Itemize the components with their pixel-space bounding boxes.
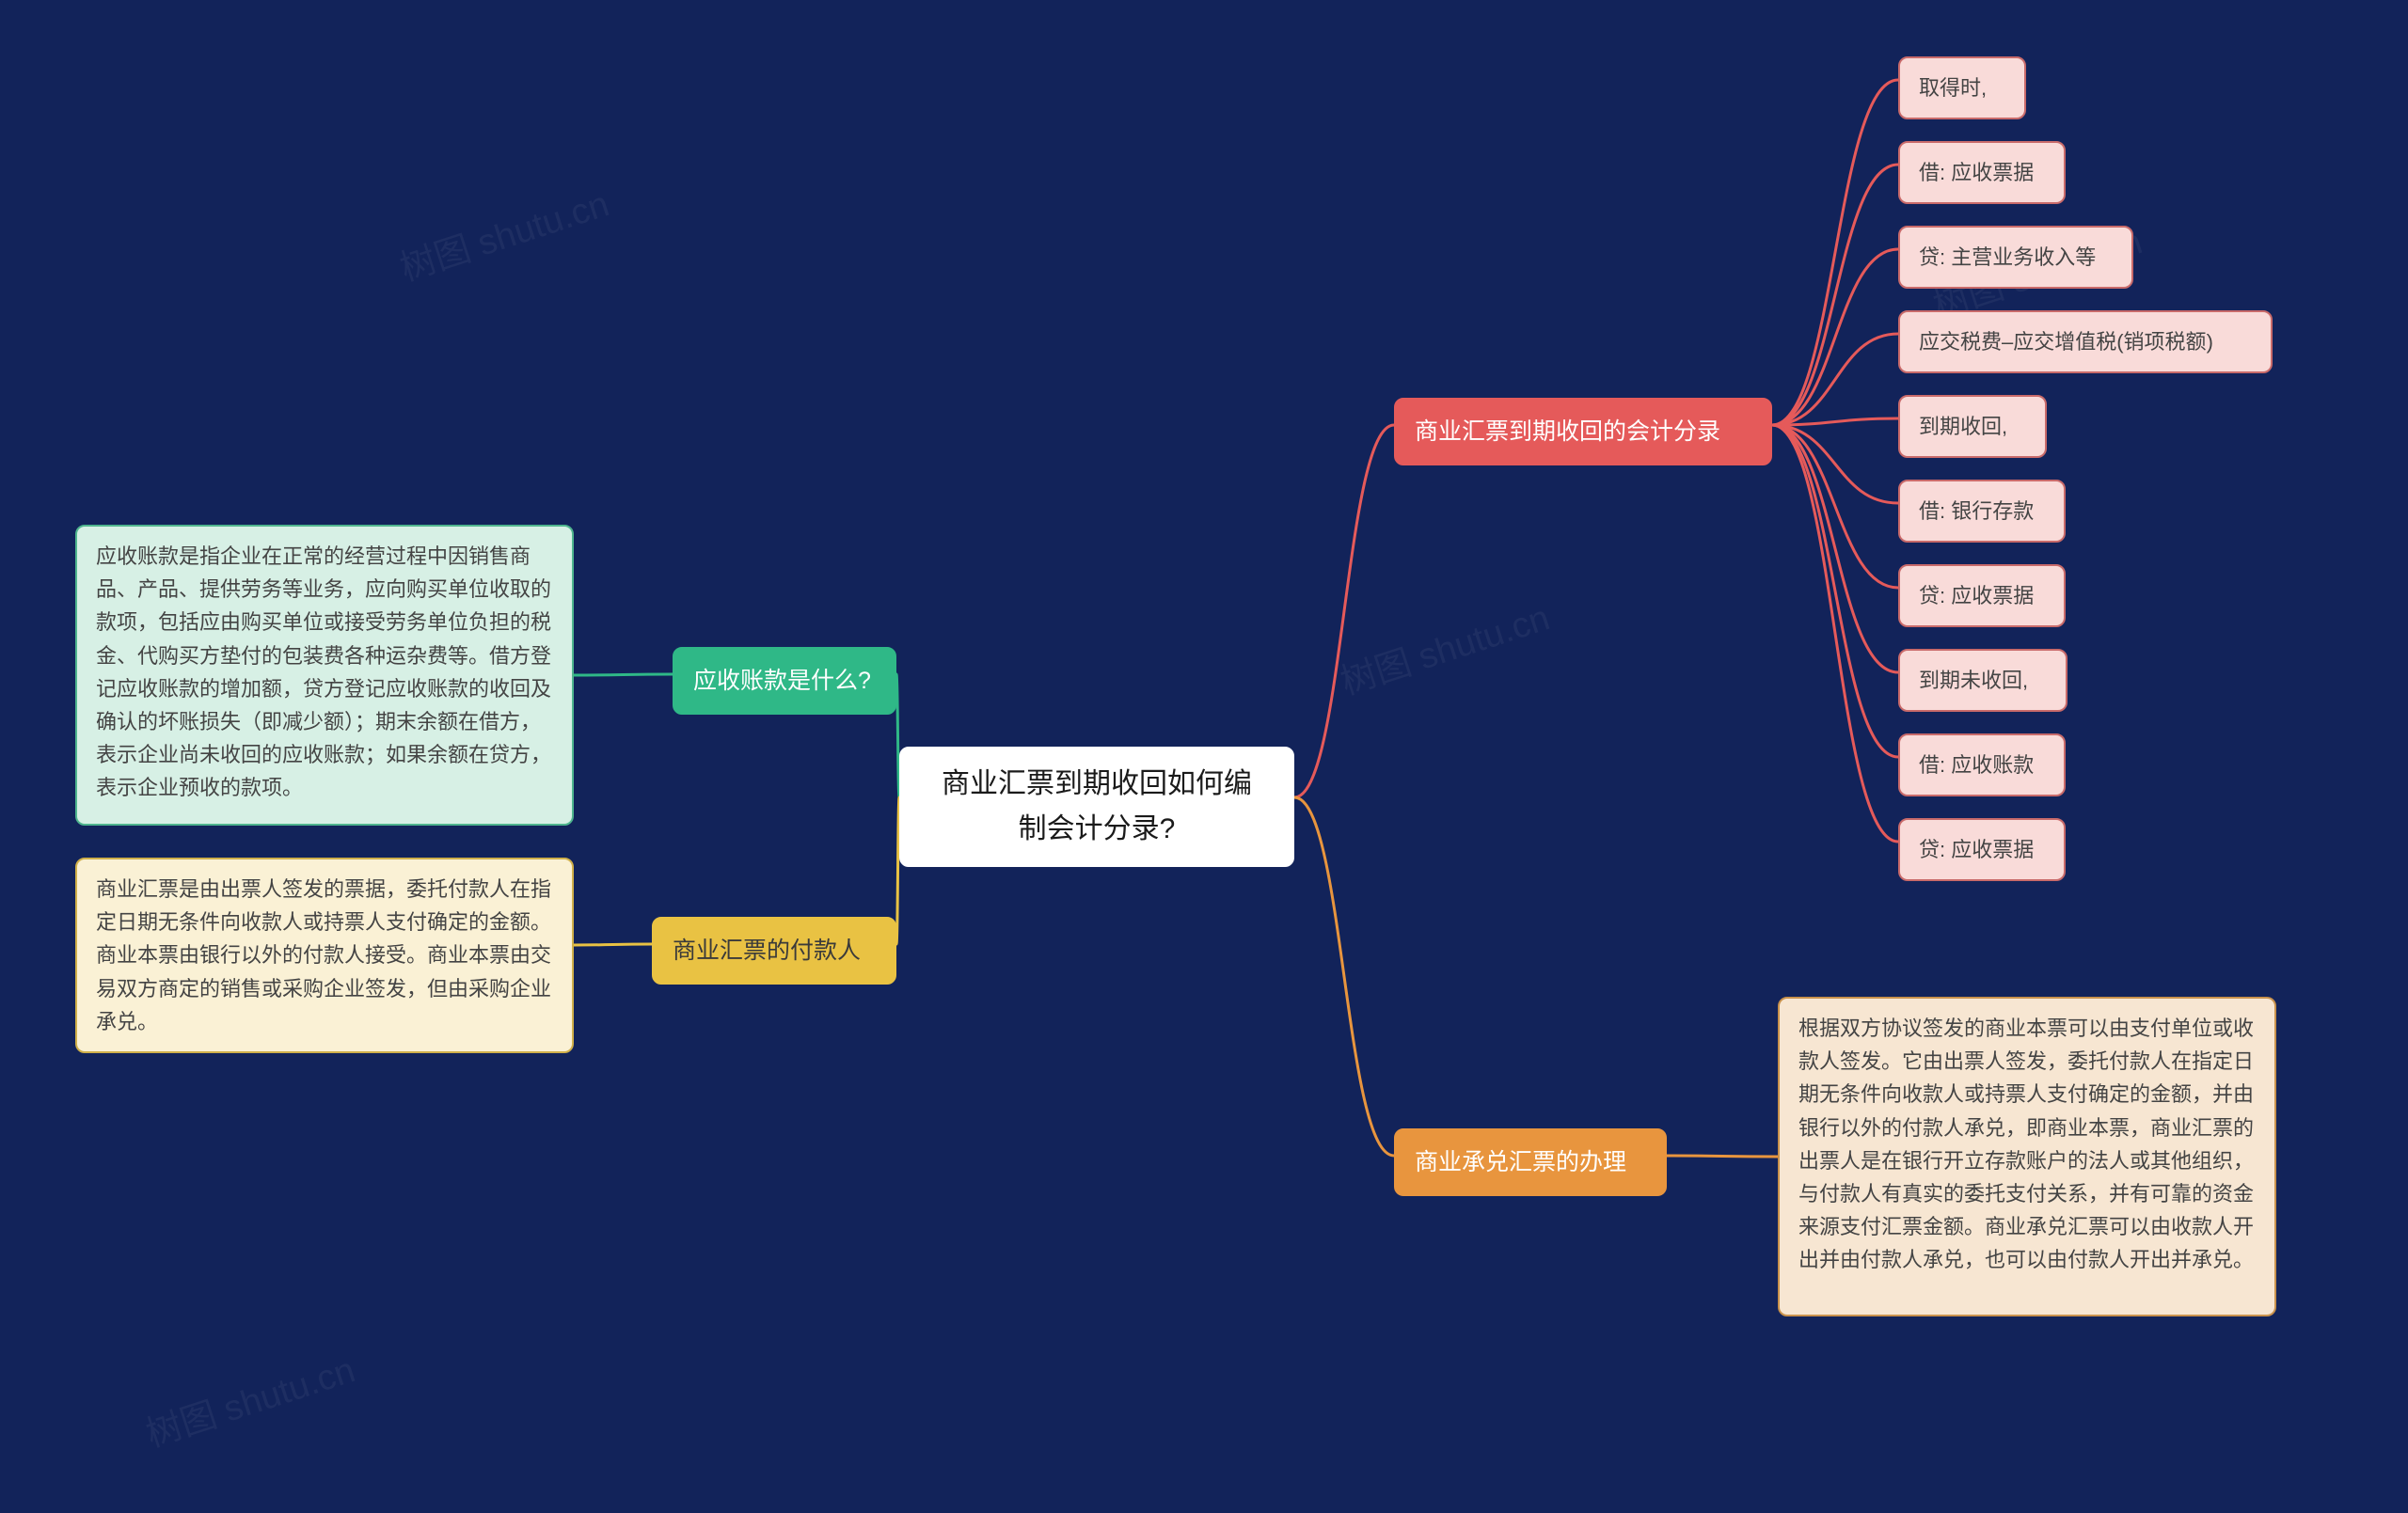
mindmap-leaf: 应收账款是指企业在正常的经营过程中因销售商品、产品、提供劳务等业务，应向购买单位… bbox=[75, 525, 574, 826]
mindmap-root: 商业汇票到期收回如何编 制会计分录? bbox=[899, 747, 1294, 867]
mindmap-leaf: 贷: 主营业务收入等 bbox=[1898, 226, 2133, 289]
mindmap-leaf: 借: 应收票据 bbox=[1898, 141, 2066, 204]
mindmap-leaf: 到期未收回, bbox=[1898, 649, 2067, 712]
mindmap-branch: 应收账款是什么? bbox=[673, 647, 896, 715]
mindmap-leaf: 借: 应收账款 bbox=[1898, 733, 2066, 796]
mindmap-leaf: 到期收回, bbox=[1898, 395, 2047, 458]
mindmap-leaf: 借: 银行存款 bbox=[1898, 480, 2066, 543]
mindmap-leaf: 应交税费–应交增值税(销项税额) bbox=[1898, 310, 2273, 373]
mindmap-leaf: 取得时, bbox=[1898, 56, 2026, 119]
mindmap-branch: 商业承兑汇票的办理 bbox=[1394, 1128, 1667, 1196]
mindmap-leaf: 贷: 应收票据 bbox=[1898, 564, 2066, 627]
mindmap-leaf: 根据双方协议签发的商业本票可以由支付单位或收款人签发。它由出票人签发，委托付款人… bbox=[1778, 997, 2276, 1316]
mindmap-branch: 商业汇票的付款人 bbox=[652, 917, 896, 985]
mindmap-leaf: 商业汇票是由出票人签发的票据，委托付款人在指定日期无条件向收款人或持票人支付确定… bbox=[75, 858, 574, 1053]
mindmap-branch: 商业汇票到期收回的会计分录 bbox=[1394, 398, 1772, 465]
mindmap-leaf: 贷: 应收票据 bbox=[1898, 818, 2066, 881]
